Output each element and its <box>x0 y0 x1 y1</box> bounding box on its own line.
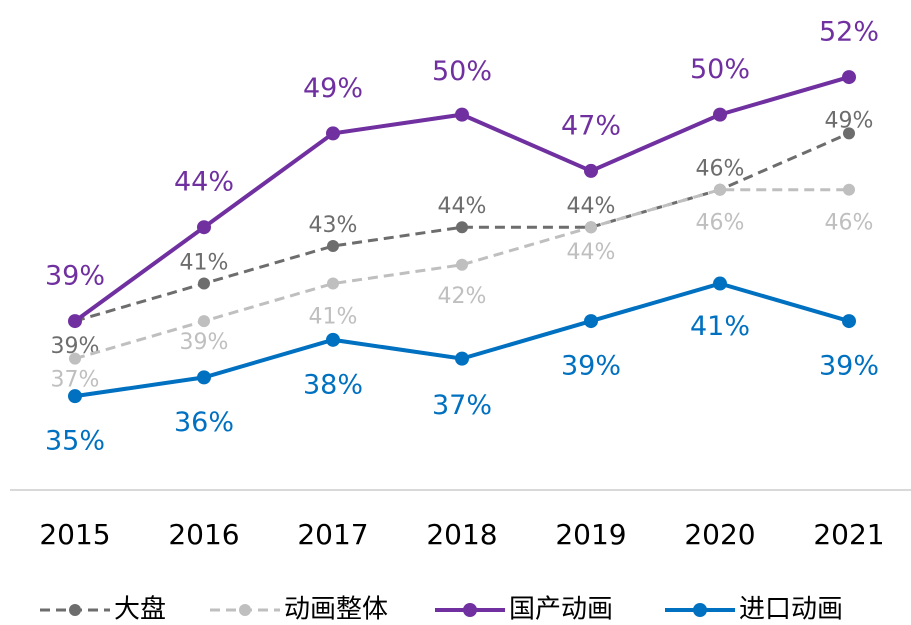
point <box>714 183 726 196</box>
point <box>326 126 340 141</box>
point <box>197 370 211 385</box>
legend-marker <box>239 604 251 616</box>
point <box>68 389 82 404</box>
x-tick-label: 2019 <box>555 518 626 551</box>
data-label: 37% <box>432 390 492 421</box>
point <box>327 277 339 290</box>
point <box>455 107 469 122</box>
data-label: 52% <box>819 17 879 48</box>
data-label: 39% <box>45 261 105 292</box>
data-label: 42% <box>438 284 487 309</box>
x-tick-label: 2016 <box>168 518 239 551</box>
point <box>713 276 727 291</box>
point <box>197 220 211 235</box>
point <box>842 314 856 329</box>
legend-marker <box>69 604 81 616</box>
data-label: 39% <box>819 351 879 382</box>
data-label: 44% <box>567 194 616 219</box>
point <box>198 277 210 290</box>
x-tick-label: 2015 <box>39 518 110 551</box>
legend-label: 国产动画 <box>509 595 613 625</box>
point <box>198 315 210 328</box>
point <box>842 70 856 85</box>
data-label: 50% <box>690 54 750 85</box>
point <box>69 352 81 365</box>
data-label: 39% <box>180 330 229 355</box>
point <box>456 258 468 271</box>
point <box>843 183 855 196</box>
legend-marker <box>693 603 707 617</box>
x-tick-label: 2021 <box>813 518 884 551</box>
data-label: 44% <box>438 194 487 219</box>
data-label: 41% <box>309 305 358 330</box>
point <box>327 240 339 252</box>
data-label: 35% <box>45 426 105 457</box>
data-label: 39% <box>561 351 621 382</box>
legend-label: 进口动画 <box>739 595 843 625</box>
data-label: 36% <box>174 407 234 438</box>
legend-marker <box>463 603 477 617</box>
point <box>68 314 82 329</box>
point <box>585 221 597 234</box>
data-label: 44% <box>567 240 616 265</box>
data-label: 37% <box>51 368 100 393</box>
data-label: 49% <box>825 108 874 133</box>
data-label: 38% <box>303 369 363 400</box>
data-label: 46% <box>825 211 874 236</box>
data-label: 41% <box>690 311 750 342</box>
point <box>584 163 598 178</box>
data-label: 46% <box>696 157 745 182</box>
x-tick-label: 2017 <box>297 518 368 551</box>
legend-label: 动画整体 <box>284 595 388 625</box>
data-label: 49% <box>303 73 363 104</box>
data-label: 46% <box>696 211 745 236</box>
point <box>456 221 468 234</box>
point <box>584 314 598 329</box>
data-label: 44% <box>174 167 234 198</box>
point <box>713 107 727 122</box>
x-tick-label: 2020 <box>684 518 755 551</box>
data-label: 43% <box>309 213 358 238</box>
legend-label: 大盘 <box>114 595 166 625</box>
point <box>455 351 469 366</box>
data-label: 47% <box>561 110 621 141</box>
point <box>326 332 340 347</box>
data-label: 50% <box>432 56 492 87</box>
point <box>843 127 855 140</box>
x-tick-label: 2018 <box>426 518 497 551</box>
data-label: 41% <box>180 251 229 276</box>
